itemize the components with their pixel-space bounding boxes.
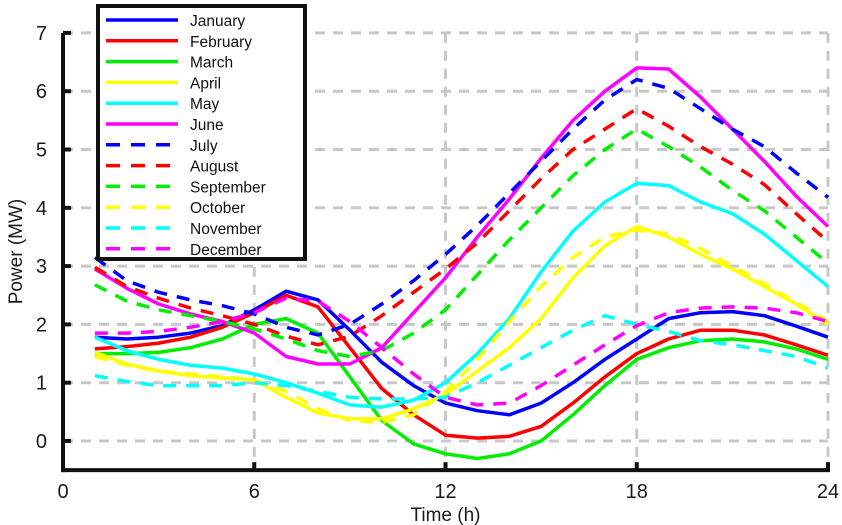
legend-label-march: March xyxy=(190,55,233,72)
y-tick-label: 6 xyxy=(36,81,47,103)
y-tick-label: 2 xyxy=(36,314,47,336)
legend-label-november: November xyxy=(190,221,262,238)
y-tick-label: 5 xyxy=(36,140,47,162)
series-line-march xyxy=(94,316,829,461)
legend-label-september: September xyxy=(190,179,266,196)
series-line-august xyxy=(93,106,830,347)
legend-label-february: February xyxy=(190,34,252,51)
legend-label-june: June xyxy=(190,117,224,134)
y-tick-label: 4 xyxy=(36,198,47,220)
legend-label-april: April xyxy=(190,75,221,92)
series-line-january xyxy=(94,289,829,417)
series-line-february xyxy=(94,293,829,440)
y-tick-label: 3 xyxy=(36,256,47,278)
x-axis-label: Time (h) xyxy=(410,505,480,525)
y-tick-label: 7 xyxy=(36,23,47,45)
series-line-december xyxy=(94,296,829,407)
y-tick-label: 1 xyxy=(36,373,47,395)
series-line-october xyxy=(94,228,829,425)
legend-label-july: July xyxy=(190,138,218,155)
legend-label-december: December xyxy=(190,242,262,259)
legend: January February March April May June July Augu… xyxy=(96,4,307,261)
x-tick-label: 0 xyxy=(57,481,68,503)
legend-label-october: October xyxy=(190,200,245,217)
legend-box xyxy=(96,4,307,261)
series-lines xyxy=(93,66,830,461)
legend-label-may: May xyxy=(190,96,220,113)
y-axis-label: Power (MW) xyxy=(6,199,27,305)
legend-label-august: August xyxy=(190,159,239,176)
legend-label-january: January xyxy=(190,13,245,30)
series-line-may xyxy=(94,181,830,409)
axes xyxy=(61,30,830,473)
x-tick-label: 12 xyxy=(434,481,456,503)
x-tick-label: 24 xyxy=(817,481,839,503)
series-line-november xyxy=(94,313,829,401)
x-tick-label: 18 xyxy=(626,481,648,503)
x-tick-label: 6 xyxy=(249,481,260,503)
y-tick-label: 0 xyxy=(36,431,47,453)
series-line-september xyxy=(94,127,830,359)
series-line-june xyxy=(93,66,830,366)
